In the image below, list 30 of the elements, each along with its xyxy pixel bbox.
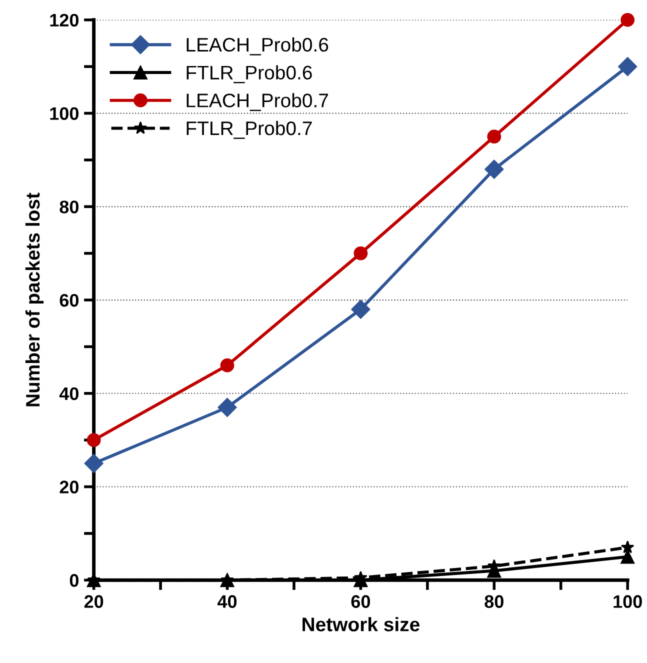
point (220, 358, 234, 372)
y-tick-label: 100 (50, 107, 78, 120)
point (620, 12, 635, 27)
x-tick-label: 40 (217, 595, 237, 608)
x-tick-label: 100 (614, 595, 642, 608)
point (354, 246, 368, 260)
y-tick-label: 60 (60, 294, 78, 307)
y-tick-label: 20 (60, 480, 78, 494)
point (620, 550, 635, 564)
x-tick-label: 20 (84, 595, 104, 608)
legend-label: FTLR_Prob0.6 (186, 65, 312, 84)
point (84, 454, 104, 473)
y-tick-label: 0 (70, 574, 78, 587)
legend-label: LEACH_Prob0.6 (186, 37, 328, 56)
legend-label: FTLR_Prob0.7 (186, 120, 312, 139)
y-tick-label: 120 (50, 14, 78, 27)
x-tick-label: 80 (484, 595, 504, 608)
point (351, 300, 370, 319)
point (218, 398, 237, 417)
x-tick-label: 60 (351, 595, 370, 608)
point (487, 130, 502, 144)
y-axis-title: Number of packets lost (25, 192, 44, 406)
point (86, 433, 101, 448)
point (484, 160, 504, 179)
point (620, 540, 634, 554)
point (618, 57, 638, 76)
legend-label: LEACH_Prob0.7 (186, 93, 328, 112)
y-tick-label: 80 (60, 200, 78, 214)
x-axis-title: Network size (302, 617, 420, 632)
y-tick-label: 40 (59, 387, 78, 400)
